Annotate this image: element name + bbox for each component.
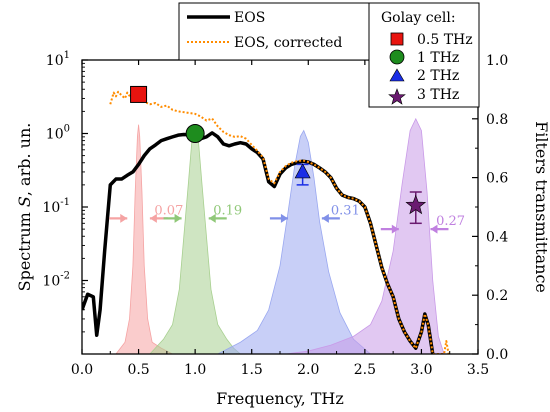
legend-eos: EOS EOS, corrected — [178, 2, 370, 61]
x-tick-label-4: 2.0 — [297, 362, 319, 378]
fwhm-arrowhead-right-0 — [149, 213, 157, 223]
y-axis-right: 0.0 0.2 0.4 0.6 0.8 1.0 — [472, 53, 508, 363]
legend-golay-label-0-5: 0.5 THz — [417, 32, 473, 48]
legend-golay-label-3: 3 THz — [417, 87, 459, 103]
fwhm-marker-0: 0.07 — [109, 203, 183, 223]
golay-circle-icon — [185, 124, 205, 143]
y-right-tick-label-0: 0.0 — [486, 347, 508, 363]
fwhm-arrowhead-right-1 — [208, 213, 216, 223]
golay-point-1 — [185, 124, 205, 143]
golay-triangle-icon — [294, 163, 311, 179]
filter-curve-2 — [217, 129, 372, 354]
x-tick-label-5: 2.5 — [354, 362, 376, 378]
fwhm-arrowhead-left-2 — [280, 213, 288, 223]
golay-square-icon — [130, 85, 148, 103]
fwhm-arrowhead-right-3 — [430, 224, 438, 234]
fwhm-label-3: 0.27 — [436, 214, 465, 229]
y-axis-left-label-symbol: S — [15, 196, 34, 207]
fwhm-marker-2: 0.31 — [269, 203, 360, 223]
legend-eos-label: EOS — [234, 10, 265, 26]
fwhm-marker-3: 0.27 — [380, 214, 465, 234]
golay-point-3 — [405, 191, 427, 225]
x-tick-label-2: 1.0 — [184, 362, 206, 378]
legend-circle-icon — [389, 49, 405, 65]
y-right-tick-label-5: 1.0 — [486, 53, 508, 69]
fwhm-arrowhead-right-2 — [321, 213, 329, 223]
filter-curve-1 — [149, 124, 242, 354]
filter-transmission-curves — [115, 117, 445, 354]
golay-point-0 — [130, 85, 148, 103]
y-left-tick-label-0: 10-2 — [42, 271, 70, 290]
y-left-tick-label-3: 101 — [46, 50, 70, 69]
y-left-tick-label-2: 100 — [46, 124, 70, 143]
legend-golay-title: Golay cell: — [381, 10, 456, 26]
legend-golay-label-1: 1 THz — [417, 50, 459, 66]
y-left-tick-label-1: 10-1 — [42, 197, 70, 216]
fwhm-annotations: 0.07 0.19 0.31 0.27 — [109, 203, 465, 234]
filter-curve-3 — [285, 117, 445, 354]
x-tick-label-7: 3.5 — [467, 362, 489, 378]
y-axis-left-label-suffix: , arb. un. — [15, 123, 34, 196]
y-axis-right-label: Filters transmittance — [532, 121, 550, 293]
legend-star-icon — [388, 88, 406, 105]
x-tick-label-3: 1.5 — [241, 362, 263, 378]
filter-curve-0 — [115, 124, 173, 354]
legend-golay-label-2: 2 THz — [417, 68, 459, 84]
y-right-tick-label-2: 0.4 — [486, 229, 508, 245]
legend-triangle-icon — [389, 68, 405, 82]
golay-point-2 — [294, 163, 311, 186]
y-axis-left-label: Spectrum S, arb. un. — [15, 123, 34, 292]
legend-square-icon — [390, 32, 404, 46]
y-axis-left-label-prefix: Spectrum — [15, 207, 34, 291]
fwhm-arrowhead-left-3 — [391, 224, 399, 234]
fwhm-marker-1: 0.19 — [163, 203, 242, 223]
y-right-tick-label-3: 0.6 — [486, 171, 508, 187]
y-axis-left: 10-2 10-1 100 101 — [42, 50, 88, 333]
fwhm-arrowhead-left-0 — [120, 213, 128, 223]
y-right-tick-label-1: 0.2 — [486, 288, 508, 304]
x-axis-label: Frequency, THz — [216, 389, 344, 408]
fwhm-label-1: 0.19 — [213, 203, 242, 218]
y-right-tick-label-4: 0.8 — [486, 112, 508, 128]
golay-cell-points — [130, 85, 427, 225]
legend-eos-corrected-label: EOS, corrected — [234, 35, 342, 51]
legend-golay: Golay cell: 0.5 THz 1 THz 2 THz 3 THz — [368, 2, 480, 108]
x-tick-label-0: 0.0 — [71, 362, 93, 378]
x-tick-label-1: 0.5 — [127, 362, 149, 378]
fwhm-label-2: 0.31 — [331, 203, 360, 218]
fwhm-label-0: 0.07 — [154, 203, 183, 218]
legend-eos-box — [178, 2, 370, 61]
x-axis: 0.0 0.5 1.0 1.5 2.0 2.5 3.0 3.5 — [71, 60, 489, 378]
legend-golay-box — [368, 2, 480, 108]
x-tick-label-6: 3.0 — [410, 362, 432, 378]
golay-star-icon — [405, 194, 427, 215]
fwhm-arrowhead-left-1 — [174, 213, 182, 223]
